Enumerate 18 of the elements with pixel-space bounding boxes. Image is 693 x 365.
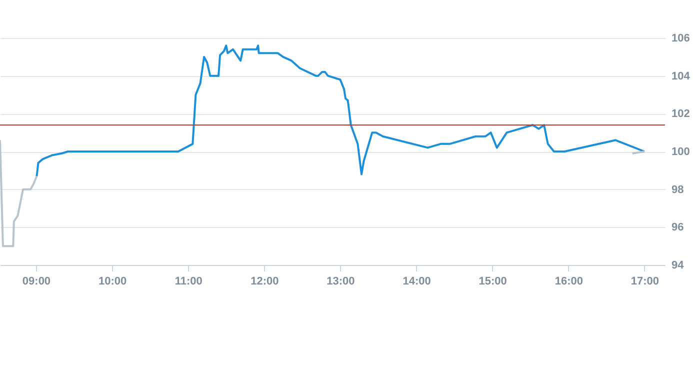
x-tick-label: 09:00 — [22, 276, 51, 288]
x-tick-label: 17:00 — [630, 276, 660, 288]
line-series — [0, 139, 38, 248]
x-tick-label: 15:00 — [478, 276, 507, 288]
y-tick-label: 96 — [672, 222, 684, 234]
x-tick-label: 16:00 — [554, 276, 583, 288]
x-tick-label: 14:00 — [402, 276, 431, 288]
y-tick-label: 104 — [672, 70, 691, 82]
x-tick-label: 13:00 — [326, 276, 355, 288]
y-tick-label: 106 — [672, 32, 690, 44]
y-tick-label: 102 — [672, 108, 690, 120]
y-tick-label: 98 — [672, 184, 684, 196]
x-tick-label: 11:00 — [174, 276, 202, 288]
line-series — [36, 44, 646, 178]
x-tick-label: 12:00 — [250, 276, 279, 288]
x-tick-label: 10:00 — [98, 276, 127, 288]
y-tick-label: 100 — [672, 146, 690, 158]
y-tick-label: 94 — [672, 260, 685, 272]
